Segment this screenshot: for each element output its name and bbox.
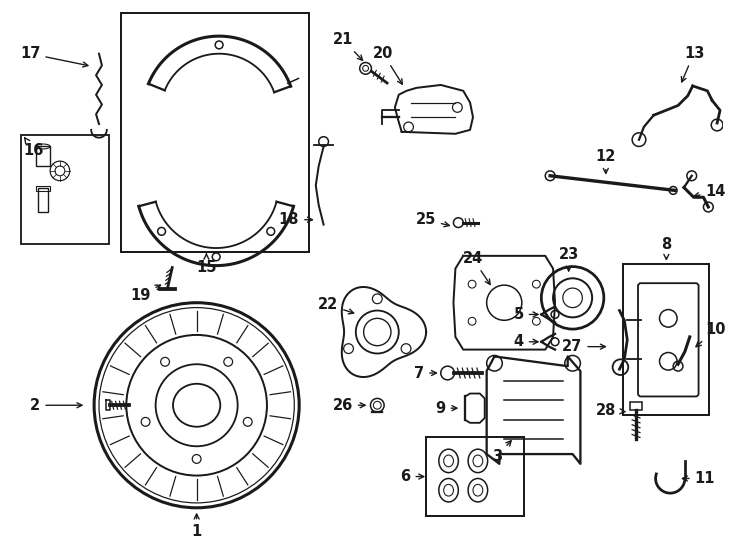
Text: 18: 18 xyxy=(279,212,313,227)
Text: 14: 14 xyxy=(694,184,726,199)
Text: 2: 2 xyxy=(30,398,82,413)
Text: 7: 7 xyxy=(414,366,437,381)
Text: 8: 8 xyxy=(661,237,672,259)
Text: 17: 17 xyxy=(20,46,88,67)
Text: 16: 16 xyxy=(23,138,44,158)
Text: 27: 27 xyxy=(562,339,606,354)
Bar xyxy=(37,186,50,191)
Text: 28: 28 xyxy=(596,403,625,417)
Bar xyxy=(426,437,524,516)
Text: 19: 19 xyxy=(131,285,161,303)
Text: 20: 20 xyxy=(373,45,402,84)
Text: 23: 23 xyxy=(559,247,579,271)
Bar xyxy=(623,264,709,415)
Bar xyxy=(631,402,642,410)
Text: 4: 4 xyxy=(514,334,538,349)
Text: 10: 10 xyxy=(696,322,726,347)
Text: 1: 1 xyxy=(192,514,202,539)
Text: 25: 25 xyxy=(415,212,449,227)
Text: 3: 3 xyxy=(493,441,511,464)
Text: 24: 24 xyxy=(462,251,490,285)
Bar xyxy=(121,13,309,252)
Bar xyxy=(37,146,50,166)
Text: 21: 21 xyxy=(333,32,363,60)
Text: 11: 11 xyxy=(683,471,715,486)
Bar xyxy=(38,188,48,212)
Text: 13: 13 xyxy=(681,45,705,82)
Text: 15: 15 xyxy=(196,254,217,275)
Text: 22: 22 xyxy=(318,297,354,314)
Text: 9: 9 xyxy=(435,401,457,416)
Text: 26: 26 xyxy=(333,398,365,413)
Text: 6: 6 xyxy=(400,469,424,484)
Text: 5: 5 xyxy=(514,307,538,322)
Bar xyxy=(21,135,109,244)
Text: 12: 12 xyxy=(595,149,616,173)
